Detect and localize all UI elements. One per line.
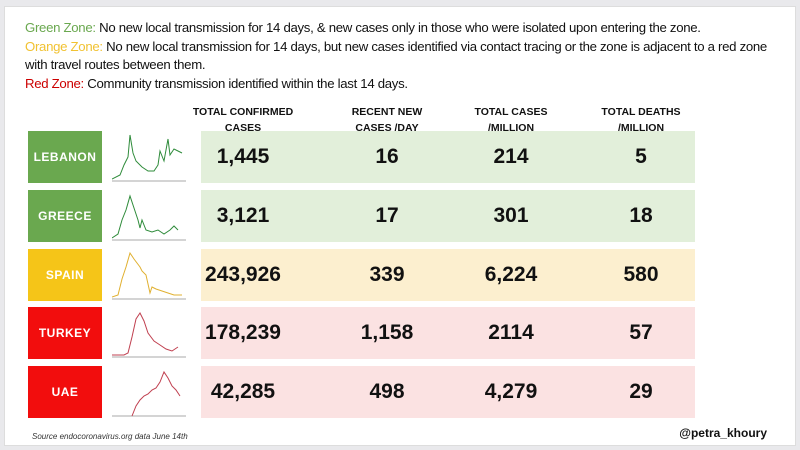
table-cell: 16: [375, 145, 399, 168]
table-cell: 178,239: [205, 321, 281, 344]
table-row: 178,239 1,158 2114 57: [201, 307, 695, 359]
table-row: 3,121 17 301 18: [201, 190, 695, 242]
sparkline-chart: [112, 251, 186, 300]
table-cell: 17: [375, 204, 399, 227]
table-row: 42,285 498 4,279 29: [201, 366, 695, 418]
country-label: GREECE: [28, 190, 102, 242]
table-cell: 57: [629, 321, 653, 344]
table-cell: 18: [629, 204, 653, 227]
legend-orange: Orange Zone: No new local transmission f…: [25, 38, 785, 75]
legend-zone-label: Green Zone:: [25, 20, 96, 35]
table-cell: 3,121: [216, 204, 270, 227]
table-cell: 580: [623, 263, 659, 286]
table-row: 243,926 339 6,224 580: [201, 249, 695, 301]
table-cell: 1,158: [360, 321, 414, 344]
sparkline-line: [112, 134, 183, 180]
table-cell: 339: [369, 263, 405, 286]
legend-zone-label: Orange Zone:: [25, 38, 103, 54]
sparkline-chart: [112, 370, 186, 417]
sparkline-line: [112, 312, 179, 356]
sparkline-chart: [112, 312, 186, 358]
legend-red: Red Zone: Community transmission identif…: [25, 75, 785, 94]
table-cell: 498: [369, 380, 405, 403]
table-cell: 5: [635, 145, 647, 168]
country-label: UAE: [28, 366, 102, 418]
legend-green: Green Zone: No new local transmission fo…: [25, 19, 785, 38]
sparkline-line: [131, 370, 181, 417]
sparkline-line: [112, 251, 182, 298]
zone-legend: Green Zone: No new local transmission fo…: [25, 19, 785, 93]
country-label: TURKEY: [28, 307, 102, 359]
table-cell: 29: [629, 380, 653, 403]
sparkline-line: [112, 194, 179, 239]
legend-text: No new local transmission for 14 days, b…: [25, 38, 767, 73]
country-label: SPAIN: [28, 249, 102, 301]
country-label: LEBANON: [28, 131, 102, 183]
table-cell: 4,279: [484, 380, 538, 403]
table-cell: 1,445: [216, 145, 270, 168]
table-cell: 301: [493, 204, 529, 227]
source-note: Source endocoronavirus.org data June 14t…: [32, 432, 188, 441]
infographic-card: Green Zone: No new local transmission fo…: [4, 6, 796, 446]
table-cell: 2114: [488, 321, 534, 344]
table-cell: 243,926: [205, 263, 281, 286]
legend-text: Community transmission identified within…: [83, 75, 408, 91]
table-cell: 42,285: [210, 380, 276, 403]
legend-zone-label: Red Zone:: [25, 75, 84, 91]
table-row: 1,445 16 214 5: [201, 131, 695, 183]
legend-text: No new local transmission for 14 days, &…: [95, 20, 701, 35]
table-cell: 6,224: [484, 263, 538, 286]
table-cell: 214: [493, 145, 529, 168]
sparkline-chart: [112, 134, 186, 182]
author-handle: @petra_khoury: [679, 426, 767, 440]
sparkline-chart: [112, 194, 186, 241]
